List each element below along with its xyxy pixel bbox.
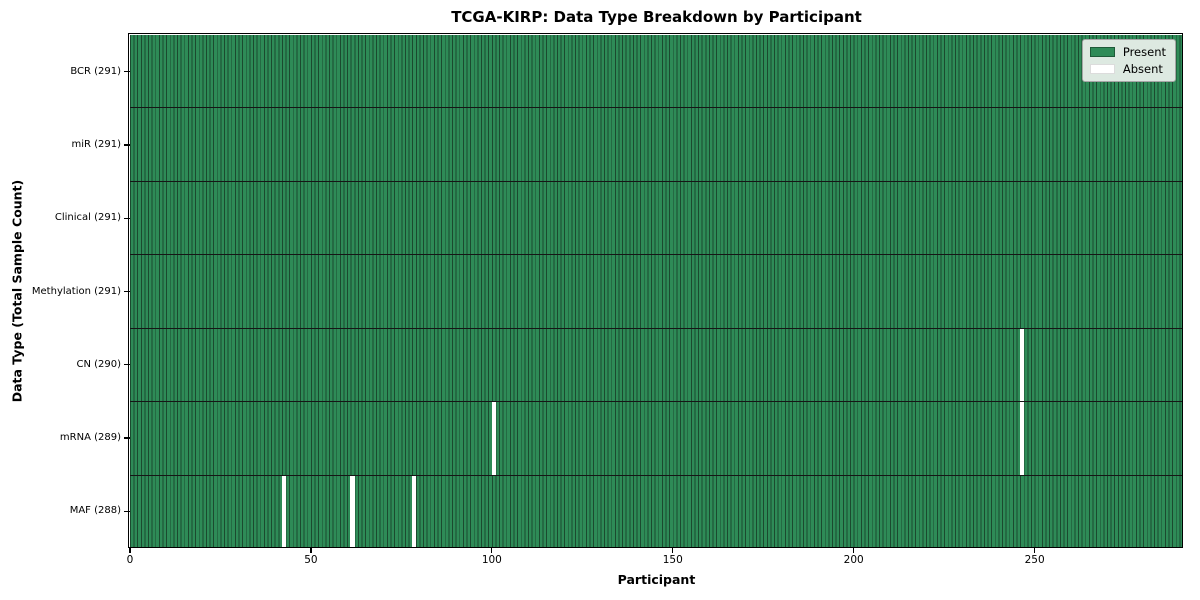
- y-tick-mark: [124, 290, 130, 293]
- heatmap-row-clinical: [130, 181, 1183, 256]
- absent-gap-cn-246: [1019, 328, 1025, 402]
- y-tick-mark: [124, 437, 130, 439]
- heatmap-row-cn: [130, 328, 1183, 403]
- x-tick-mark: [310, 548, 312, 553]
- heatmap-rows: [130, 35, 1183, 548]
- y-tick-mark: [124, 71, 130, 73]
- absent-gap-maf-78: [411, 475, 417, 548]
- y-tick-mark: [124, 217, 130, 219]
- x-tick-mark: [129, 548, 131, 553]
- absent-gap-maf-61: [350, 475, 355, 548]
- legend-entry-present: Present: [1089, 45, 1166, 59]
- y-tick-mark: [124, 144, 130, 146]
- y-tick-label-bcr: BCR (291): [70, 65, 121, 77]
- x-tick-label-150: 150: [662, 554, 683, 566]
- heatmap-row-methylation: [130, 255, 1183, 329]
- absent-gap-mrna-246: [1019, 402, 1025, 475]
- y-tick-label-mrna: mRNA (289): [59, 432, 121, 444]
- x-tick-mark: [491, 548, 493, 553]
- heatmap-row-mir: [130, 108, 1183, 182]
- x-tick-label-200: 200: [843, 554, 864, 566]
- y-tick-label-maf: MAF (288): [69, 505, 121, 517]
- legend-swatch-present: [1089, 47, 1115, 57]
- x-tick-label-100: 100: [481, 554, 502, 566]
- x-axis-title: Participant: [617, 572, 696, 587]
- legend-entry-absent: Absent: [1089, 62, 1166, 76]
- x-tick-mark: [672, 548, 674, 553]
- y-tick-label-cn: CN (290): [76, 358, 121, 370]
- y-tick-mark: [124, 364, 130, 366]
- y-tick-mark: [124, 510, 130, 512]
- x-tick-mark: [1034, 548, 1036, 553]
- heatmap-row-maf: [130, 475, 1183, 548]
- legend-label-absent: Absent: [1122, 62, 1163, 76]
- heatmap-row-bcr: [130, 35, 1183, 109]
- plot-area: Present Absent: [130, 35, 1183, 548]
- y-tick-label-mir: miR (291): [71, 138, 121, 150]
- absent-gap-maf-42: [281, 475, 286, 548]
- x-tick-label-0: 0: [126, 554, 134, 566]
- legend-swatch-absent: [1089, 64, 1115, 74]
- x-tick-label-50: 50: [304, 554, 318, 566]
- legend: Present Absent: [1081, 39, 1176, 82]
- y-tick-label-clinical: Clinical (291): [54, 212, 121, 224]
- heatmap-row-mrna: [130, 402, 1183, 476]
- y-tick-label-methylation: Methylation (291): [31, 285, 121, 297]
- absent-gap-mrna-100: [491, 402, 496, 475]
- legend-label-present: Present: [1122, 45, 1166, 59]
- x-tick-label-250: 250: [1024, 554, 1045, 566]
- x-tick-mark: [853, 548, 855, 553]
- chart-title: TCGA-KIRP: Data Type Breakdown by Partic…: [451, 8, 862, 26]
